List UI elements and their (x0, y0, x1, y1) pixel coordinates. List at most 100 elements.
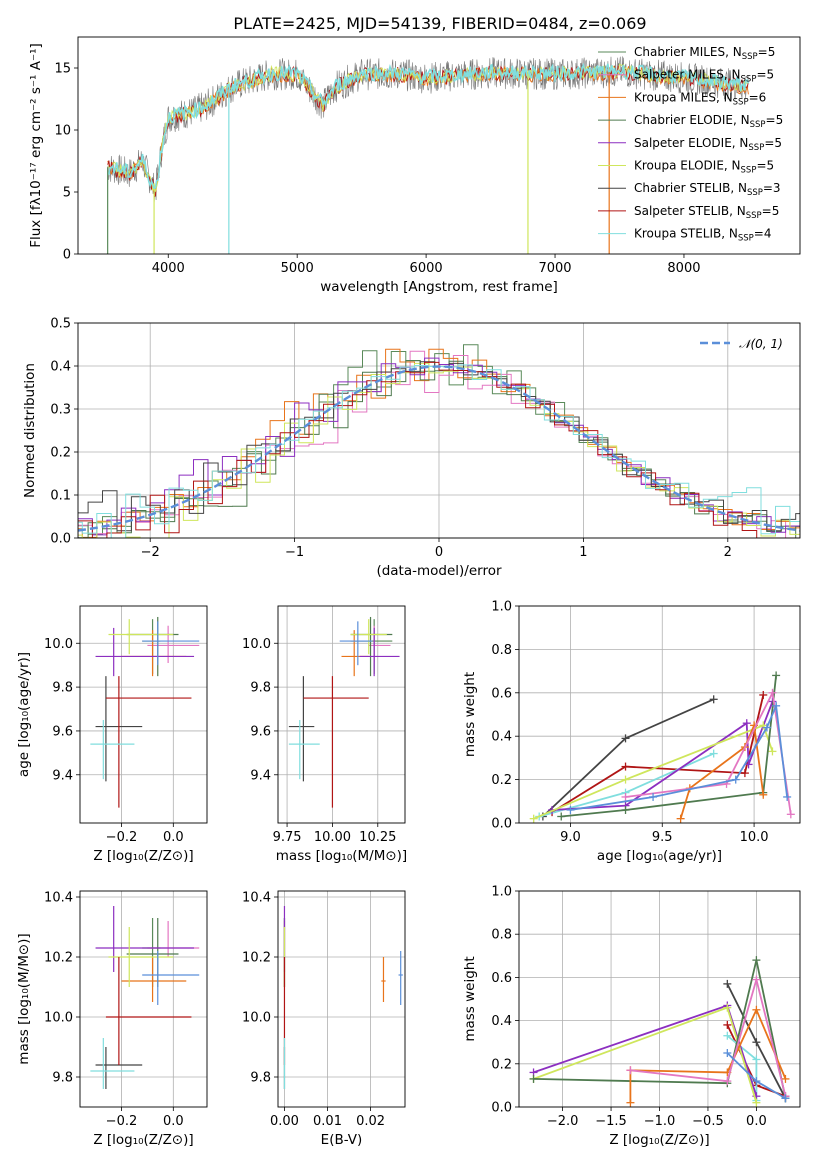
plot-area (107, 56, 750, 254)
y-tick-label: 0.4 (491, 1014, 512, 1029)
legend-label-main: Salpeter STELIB, N (634, 204, 746, 218)
legend-label: Chabrier STELIB, NSSP=3 (634, 181, 781, 198)
y-axis-label: age [log₁₀(age/yr)] (16, 652, 32, 777)
axes-frame (277, 890, 406, 1108)
y-tick-label: 1.0 (491, 600, 512, 615)
y-tick-label: 9.8 (52, 681, 73, 696)
gaussian-curve (78, 365, 800, 532)
plot-area (529, 671, 795, 823)
plot-area (288, 616, 400, 808)
y-tick-label: 0.8 (491, 643, 512, 658)
legend-label-sub: SSP (741, 166, 757, 176)
axes-frame (79, 890, 208, 1108)
spectrum-panel: 4000 5000 6000 7000 8000 0 5 10 15 wavelength [An… (28, 36, 801, 295)
y-tick-label: 0.4 (50, 360, 71, 375)
y-tick-label: 10.0 (44, 637, 73, 652)
mass-weight-series-line (533, 724, 774, 820)
mass-weight-series-line (561, 675, 777, 818)
mass-weight-z-panel: −2.0 −1.5 −1.0 −0.5 0.0 0.0 0.2 0.4 0.6 0.8 1.0 Z [… (462, 885, 801, 1148)
x-tick-label: −2.0 (547, 1114, 579, 1129)
y-axis-label: mass [log₁₀(M/M⊙)] (16, 933, 32, 1064)
legend-label-sub: SSP (733, 97, 749, 107)
x-tick-label: 9.75 (273, 830, 302, 845)
x-axis-label: wavelength [Angstrom, rest frame] (320, 279, 558, 295)
plot-area (283, 906, 403, 1089)
y-tick-label: 10.0 (242, 637, 271, 652)
y-tick-label: 9.6 (250, 724, 271, 739)
legend-label: Salpeter STELIB, NSSP=5 (634, 204, 779, 221)
x-tick-label: −2 (141, 545, 160, 560)
y-tick-label: 0.2 (50, 446, 71, 461)
histogram-step-line (78, 362, 800, 538)
x-tick-label: 7000 (538, 261, 571, 276)
y-tick-label: 0.0 (50, 532, 71, 547)
y-tick-label: 10.4 (44, 891, 73, 906)
spectrum-model-line (107, 65, 749, 197)
y-tick-label: 0.2 (491, 1057, 512, 1072)
x-tick-label: 0.0 (163, 830, 184, 845)
mass-weight-age-panel: 9.0 9.5 10.0 0.0 0.2 0.4 0.6 0.8 1.0 age [log₁₀(a… (462, 600, 801, 864)
x-tick-label: 2 (724, 545, 732, 560)
legend-label-main: Salpeter MILES, N (634, 68, 741, 82)
z-age-panel: −0.2 0.0 9.4 9.6 9.8 10.0 Z [log₁₀(Z/Z⊙)] age [… (16, 605, 208, 864)
mass-weight-series-line (551, 694, 765, 813)
legend-label: Kroupa ELODIE, NSSP=5 (634, 159, 774, 176)
figure-title: PLATE=2425, MJD=54139, FIBERID=0484, z=0… (233, 14, 646, 33)
y-axis-label: mass weight (462, 672, 478, 757)
mass-weight-series-line (533, 1006, 758, 1103)
y-axis-label: mass weight (462, 956, 478, 1041)
y-tick-label: 0.2 (491, 773, 512, 788)
x-tick-label: 9.0 (560, 830, 581, 845)
legend-label-main: Salpeter ELODIE, N (634, 136, 748, 150)
y-tick-label: 0.6 (491, 971, 512, 986)
axes-frame (77, 36, 801, 255)
y-tick-label: 9.8 (250, 681, 271, 696)
histogram-step-line (78, 361, 800, 532)
legend-label-count: =5 (766, 113, 784, 127)
plot-area (90, 616, 200, 808)
plot-area (529, 956, 790, 1107)
y-tick-label: 1.0 (491, 885, 512, 900)
y-tick-label: 0.1 (50, 489, 71, 504)
x-axis-label: mass [log₁₀(M/M⊙)] (276, 848, 407, 864)
legend-label-sub: SSP (746, 211, 762, 221)
x-tick-label: 10.0 (740, 830, 769, 845)
histogram-step-line (78, 361, 800, 538)
legend-label: Chabrier MILES, NSSP=5 (634, 45, 775, 62)
x-tick-label: 0.02 (356, 1114, 385, 1129)
y-tick-label: 0.0 (491, 817, 512, 832)
mass-age-panel: 9.75 10.00 10.25 9.4 9.6 9.8 10.0 mass [log₁₀(M… (242, 605, 407, 864)
x-tick-label: 0.01 (313, 1114, 342, 1129)
y-tick-label: 0.4 (491, 730, 512, 745)
x-tick-label: −1 (285, 545, 304, 560)
y-tick-label: 9.8 (52, 1071, 73, 1086)
legend-label-main: Chabrier ELODIE, N (634, 113, 750, 127)
x-tick-label: 10.25 (359, 830, 396, 845)
y-tick-label: 10.0 (44, 1011, 73, 1026)
x-tick-label: 0.00 (270, 1114, 299, 1129)
x-tick-label: −0.2 (106, 830, 138, 845)
axes-frame (518, 605, 801, 824)
y-tick-label: 9.6 (52, 724, 73, 739)
axes-frame (77, 322, 801, 539)
legend-label-count: =5 (762, 204, 780, 218)
axes-frame (79, 605, 208, 824)
legend-label: Salpeter ELODIE, NSSP=5 (634, 136, 782, 153)
y-tick-label: 10 (54, 124, 71, 139)
legend-label-main: Kroupa STELIB, N (634, 227, 738, 241)
y-tick-label: 0.0 (491, 1101, 512, 1116)
legend-label: Chabrier ELODIE, NSSP=5 (634, 113, 783, 130)
x-tick-label: 0.0 (163, 1114, 184, 1129)
y-tick-label: 10.0 (242, 1011, 271, 1026)
x-tick-label: 5000 (281, 261, 314, 276)
legend-label: Kroupa MILES, NSSP=6 (634, 90, 766, 107)
plot-area (90, 906, 200, 1089)
y-tick-label: 15 (54, 62, 71, 77)
mass-weight-series-line (625, 689, 792, 815)
y-tick-label: 0.6 (491, 686, 512, 701)
legend-label: 𝒩(0, 1) (739, 337, 783, 351)
y-axis-label: Flux [fλ10⁻¹⁷ erg cm⁻² s⁻¹ A⁻¹] (28, 43, 44, 248)
x-tick-label: −1.5 (595, 1114, 627, 1129)
x-tick-label: 8000 (667, 261, 700, 276)
